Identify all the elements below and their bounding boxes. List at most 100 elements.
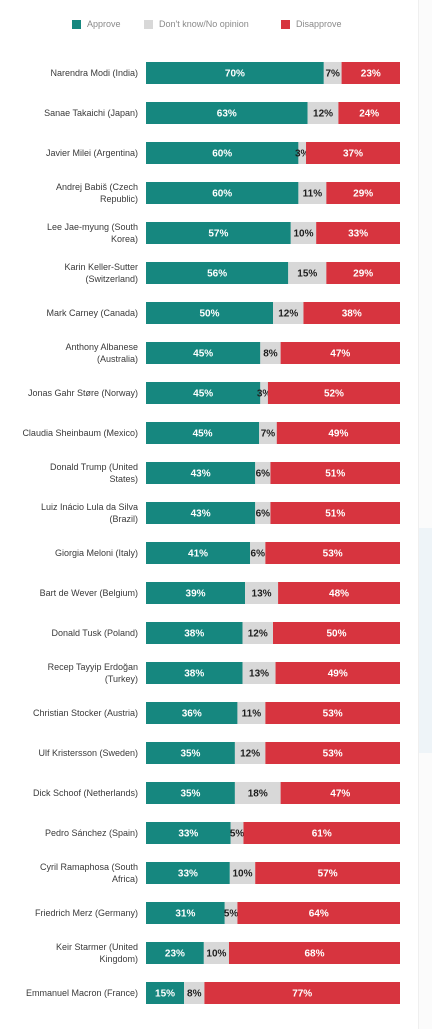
bar-neutral [234,742,266,764]
bar-neutral [307,102,339,124]
value-label-disapprove: 68% [304,949,324,960]
value-label-disapprove: 51% [325,509,345,520]
value-label-approve: 33% [178,869,198,880]
value-label-neutral: 7% [261,429,276,440]
value-label-disapprove: 29% [353,269,373,280]
legend-item-approve: Approve [72,17,121,31]
category-label: Emmanuel Macron (France) [26,988,138,998]
value-label-disapprove: 53% [323,549,343,560]
bar-approve [146,822,231,844]
bar-approve [146,382,261,404]
legend-swatch-approve [72,19,81,29]
category-label: Andrej Babiš (Czech Republic) [56,182,138,204]
value-label-approve: 50% [199,309,219,320]
bar-neutral [242,662,276,684]
category-label: Sanae Takaichi (Japan) [44,108,138,118]
bar-disapprove [341,62,400,84]
category-label-line: Karin Keller-Sutter [64,262,138,272]
category-label-line: (Turkey) [105,674,138,684]
value-label-neutral: 3% [295,149,310,160]
bar-row: Giorgia Meloni (Italy) 41% 6% 53% [55,542,400,564]
category-label: Bart de Wever (Belgium) [40,588,138,598]
category-label-line: Giorgia Meloni (Italy) [55,548,138,558]
bar-row: Jonas Gahr Støre (Norway) 45% 3% 52% [28,382,400,404]
bar-disapprove [265,742,400,764]
category-label-line: Friedrich Merz (Germany) [35,908,138,918]
value-label-neutral: 5% [224,909,239,920]
category-label-line: Narendra Modi (India) [50,68,138,78]
value-label-neutral: 6% [256,509,271,520]
category-label: Lee Jae-myung (South Korea) [47,222,138,244]
bar-disapprove [228,942,400,964]
bar-disapprove [204,982,400,1004]
value-label-disapprove: 53% [323,749,343,760]
bar-neutral [259,422,277,444]
bar-approve [146,742,235,764]
bar-neutral [260,382,268,404]
value-label-disapprove: 29% [353,189,373,200]
value-label-neutral: 10% [233,869,253,880]
category-label: Ulf Kristersson (Sweden) [38,748,138,758]
value-label-approve: 39% [186,589,206,600]
bar-approve [146,182,299,204]
category-label-line: Mark Carney (Canada) [46,308,138,318]
bar-neutral [184,982,205,1004]
bar-neutral [255,462,271,484]
bar-disapprove [326,262,400,284]
value-label-approve: 60% [212,149,232,160]
value-label-neutral: 12% [313,109,333,120]
value-label-disapprove: 49% [328,669,348,680]
bar-row: Cyril Ramaphosa (South Africa) 33% 10% 57% [40,862,400,884]
value-label-disapprove: 57% [318,869,338,880]
bar-row: Lee Jae-myung (South Korea) 57% 10% 33% [47,222,400,244]
value-label-approve: 70% [225,69,245,80]
bar-neutral [255,502,271,524]
value-label-disapprove: 53% [323,709,343,720]
value-label-neutral: 8% [187,989,202,1000]
value-label-disapprove: 33% [348,229,368,240]
bar-row: Claudia Sheinbaum (Mexico) 45% 7% 49% [22,422,400,444]
bar-row: Karin Keller-Sutter (Switzerland) 56% 15% 29… [64,262,400,284]
category-label-line: Cyril Ramaphosa (South [40,862,138,872]
bar-approve [146,542,251,564]
category-label: Recep Tayyip Erdoğan (Turkey) [48,662,138,684]
category-label: Dick Schoof (Netherlands) [33,788,138,798]
category-label-line: (Switzerland) [85,274,138,284]
bar-neutral [234,782,281,804]
value-label-approve: 33% [178,829,198,840]
bar-row: Sanae Takaichi (Japan) 63% 12% 24% [44,102,400,124]
value-label-neutral: 11% [303,189,323,200]
chart-legend: Approve Don't know/No opinion Disapprove [0,17,432,31]
value-label-approve: 45% [193,389,213,400]
bar-row: Narendra Modi (India) 70% 7% 23% [50,62,400,84]
category-label-line: Kingdom) [99,954,138,964]
value-label-approve: 15% [155,989,175,1000]
value-label-approve: 41% [188,549,208,560]
bar-disapprove [270,502,400,524]
bar-approve [146,262,289,284]
value-label-approve: 60% [212,189,232,200]
category-label: Keir Starmer (United Kingdom) [56,942,138,964]
right-edge-panel [418,0,432,1029]
bar-approve [146,902,225,924]
category-label: Narendra Modi (India) [50,68,138,78]
bar-row: Mark Carney (Canada) 50% 12% 38% [46,302,400,324]
bar-neutral [298,182,327,204]
bar-neutral [250,542,266,564]
bar-approve [146,422,260,444]
value-label-approve: 57% [208,229,228,240]
value-label-disapprove: 38% [342,309,362,320]
bar-neutral [323,62,342,84]
category-label: Javier Milei (Argentina) [46,148,138,158]
category-label: Luiz Inácio Lula da Silva (Brazil) [41,502,138,524]
value-label-disapprove: 24% [359,109,379,120]
bar-disapprove [280,782,400,804]
category-label-line: Luiz Inácio Lula da Silva [41,502,138,512]
bar-disapprove [273,622,400,644]
bar-disapprove [275,662,400,684]
category-label-line: Emmanuel Macron (France) [26,988,138,998]
bar-neutral [260,342,281,364]
bar-approve [146,462,256,484]
bar-approve [146,62,324,84]
